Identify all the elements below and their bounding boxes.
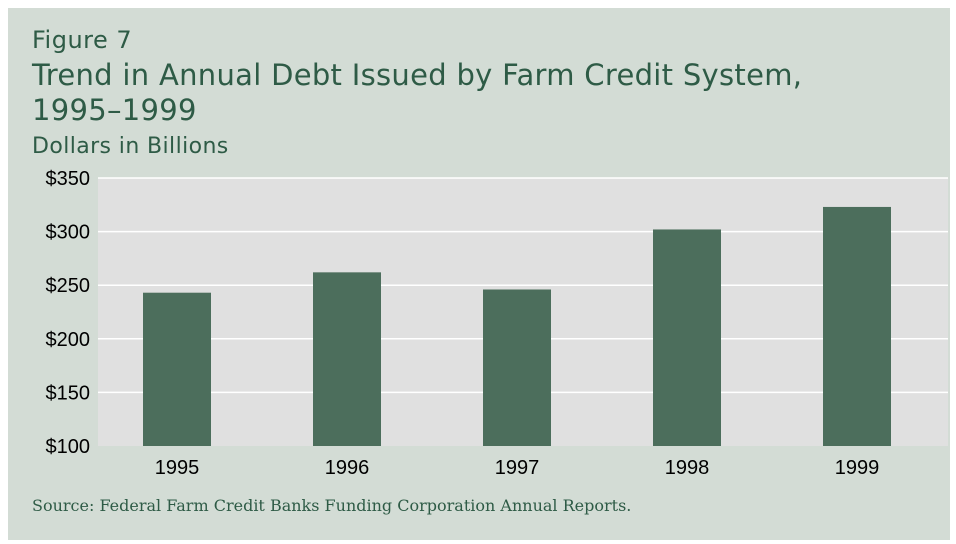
bar-1996 xyxy=(313,272,381,446)
y-tick-label: $250 xyxy=(46,275,91,297)
y-tick-label: $300 xyxy=(46,222,91,244)
bar-1995 xyxy=(143,292,211,446)
bar-1999 xyxy=(823,206,891,446)
y-tick-label: $200 xyxy=(46,329,91,351)
x-tick-label: 1996 xyxy=(325,457,370,479)
chart-subtitle: Dollars in Billions xyxy=(32,134,229,159)
x-tick-label: 1999 xyxy=(835,457,880,479)
bar-1997 xyxy=(483,289,551,446)
x-tick-label: 1998 xyxy=(665,457,710,479)
chart-title: Trend in Annual Debt Issued by Farm Cred… xyxy=(32,58,803,127)
y-tick-label: $100 xyxy=(46,436,91,458)
x-tick-label: 1997 xyxy=(495,457,540,479)
y-tick-label: $150 xyxy=(46,382,91,404)
source-note: Source: Federal Farm Credit Banks Fundin… xyxy=(32,496,632,515)
x-tick-label: 1995 xyxy=(155,457,200,479)
y-tick-label: $350 xyxy=(46,168,91,190)
figure-label: Figure 7 xyxy=(32,26,133,54)
bar-1998 xyxy=(653,229,721,446)
